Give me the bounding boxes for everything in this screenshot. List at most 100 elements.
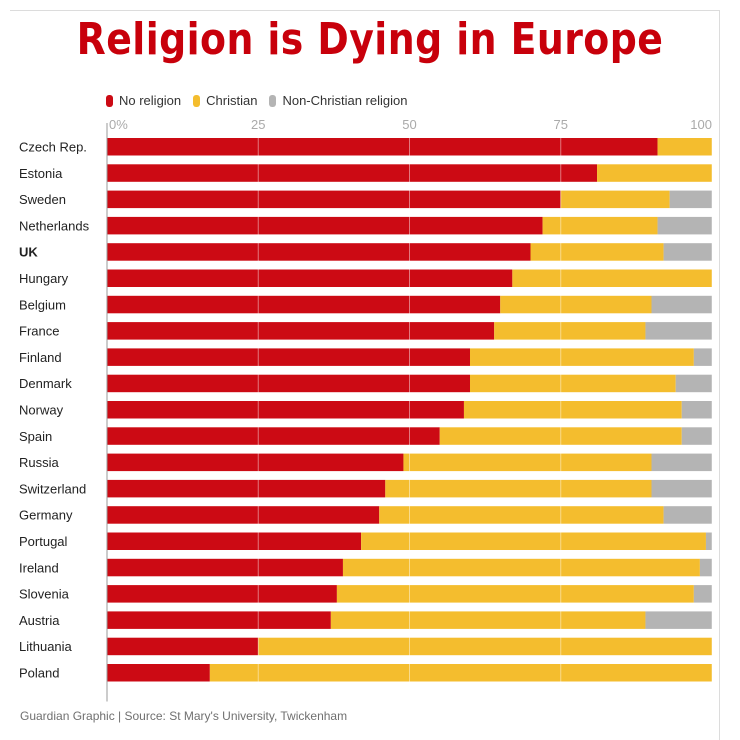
bar-portugal-non-christian-religion [705,532,712,550]
bar-czech-rep--christian [657,138,712,156]
bar-france-non-christian-religion [645,322,712,340]
bar-portugal-christian [361,532,706,550]
category-label: Slovenia [19,587,70,602]
source-note: Guardian Graphic | Source: St Mary's Uni… [20,709,348,723]
category-label: Portugal [19,534,68,549]
legend-item-no-religion: No religion [106,93,181,108]
bar-austria-non-christian-religion [645,611,712,629]
bar-denmark-christian [470,374,676,393]
bar-russia-no-religion [107,453,404,472]
bar-belgium-no-religion [107,295,501,314]
category-label: Estonia [19,166,63,181]
bar-uk-christian [530,243,664,261]
bar-estonia-no-religion [107,164,598,182]
bar-belgium-non-christian-religion [651,295,712,314]
bar-switzerland-no-religion [107,479,386,498]
bar-finland-christian [470,348,694,366]
category-label: Hungary [19,271,69,286]
bar-switzerland-non-christian-religion [651,479,712,498]
x-tick-label: 75 [554,117,568,132]
bar-hungary-christian [512,269,712,287]
chart-title: Religion is Dying in Europe [76,14,664,65]
bar-lithuania-christian [258,637,712,656]
bar-germany-christian [379,506,664,524]
category-label: Poland [19,666,59,681]
top-rule [10,10,720,11]
bar-netherlands-non-christian-religion [657,216,712,235]
legend-swatch-no-religion [106,94,113,107]
bar-poland-christian [209,664,712,682]
bar-netherlands-no-religion [107,216,543,235]
category-label: Austria [19,613,60,628]
category-label: Finland [19,350,62,365]
x-tick-label: 50 [402,117,416,132]
legend-item-non-christian: Non-Christian religion [269,93,407,108]
bar-denmark-no-religion [107,374,470,393]
legend-label-non-christian: Non-Christian religion [282,93,408,108]
bar-sweden-non-christian-religion [669,190,712,209]
bar-germany-non-christian-religion [663,506,712,524]
bar-portugal-no-religion [107,532,362,550]
bar-spain-christian [439,427,682,445]
bar-spain-non-christian-religion [681,427,712,445]
bar-netherlands-christian [542,216,658,235]
category-label: Germany [19,508,73,523]
category-label: UK [19,245,38,260]
bar-hungary-no-religion [107,269,513,287]
category-label: Russia [19,455,60,470]
bar-finland-no-religion [107,348,470,366]
legend-swatch-christian [193,94,201,107]
x-tick-label: 0% [109,117,128,132]
legend-swatch-non-christian [269,94,277,107]
category-label: Sweden [19,192,66,207]
bar-ireland-non-christian-religion [699,558,712,577]
category-label: Belgium [19,297,66,312]
bar-norway-christian [463,401,682,419]
bar-slovenia-no-religion [107,585,337,603]
category-label: Switzerland [19,481,86,496]
bar-norway-no-religion [107,401,464,419]
legend-label-no-religion: No religion [119,93,182,108]
bar-belgium-christian [500,295,652,314]
category-label: France [19,324,59,339]
legend: No religion Christian Non-Christian reli… [106,93,419,108]
bar-finland-non-christian-religion [693,348,712,366]
legend-label-christian: Christian [206,93,258,108]
bar-poland-no-religion [107,664,210,682]
bar-uk-no-religion [107,243,531,261]
bar-uk-non-christian-religion [663,243,712,261]
legend-item-christian: Christian [193,93,257,108]
category-label: Czech Rep. [19,140,87,155]
bar-switzerland-christian [385,479,652,498]
bar-sweden-no-religion [107,190,561,209]
category-label: Lithuania [19,639,73,654]
bar-spain-no-religion [107,427,440,445]
bar-norway-non-christian-religion [681,401,712,419]
bar-austria-christian [330,611,646,629]
x-tick-label: 25 [251,117,265,132]
bar-denmark-non-christian-religion [675,374,712,393]
bar-ireland-no-religion [107,558,343,577]
bar-lithuania-no-religion [107,637,259,656]
bar-france-christian [494,322,646,340]
bar-slovenia-non-christian-religion [693,585,712,603]
bar-sweden-christian [560,190,670,209]
bar-slovenia-christian [336,585,694,603]
x-tick-label: 100 [690,117,712,132]
right-rule [719,10,720,740]
bar-estonia-christian [597,164,712,182]
category-label: Netherlands [19,218,90,233]
bar-russia-non-christian-religion [651,453,712,472]
category-label: Norway [19,403,64,418]
bar-germany-no-religion [107,506,380,524]
bar-france-no-religion [107,322,495,340]
bar-ireland-christian [342,558,700,577]
bar-czech-rep--no-religion [107,138,658,156]
category-label: Denmark [19,376,72,391]
category-label: Ireland [19,560,59,575]
bar-austria-no-religion [107,611,331,629]
bar-russia-christian [403,453,652,472]
category-label: Spain [19,429,52,444]
